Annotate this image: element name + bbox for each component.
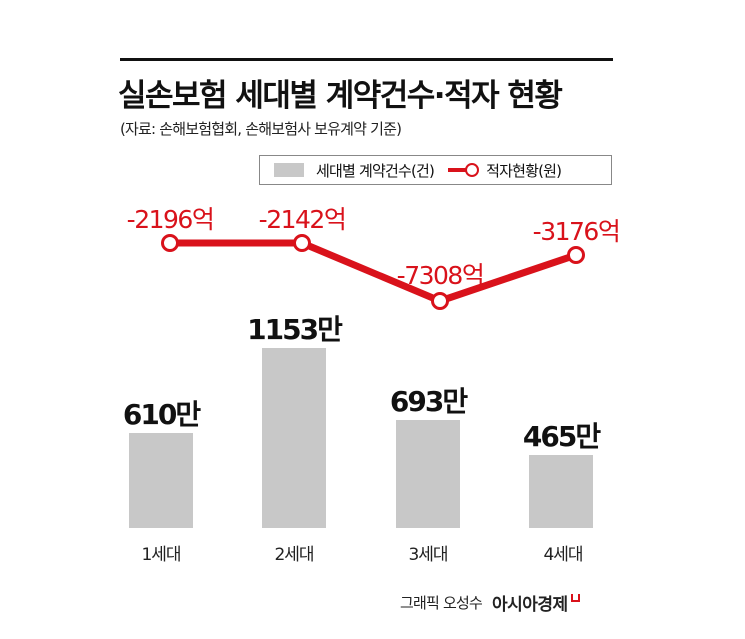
category-label: 1세대 <box>141 545 181 565</box>
category-label: 3세대 <box>408 545 448 565</box>
bar-value-label: 1153만 <box>247 313 343 346</box>
legend-line-label: 적자현황(원) <box>486 161 562 180</box>
legend: 세대별 계약건수(건) 적자현황(원) <box>259 155 612 185</box>
line-point-marker <box>431 292 449 310</box>
graphic-credit: 그래픽 오성수 <box>400 594 483 612</box>
category-label: 4세대 <box>543 545 583 565</box>
category-label: 2세대 <box>274 545 314 565</box>
line-value-label: -3176억 <box>532 217 621 246</box>
footer-credit: 그래픽 오성수 아시아경제 <box>400 590 580 615</box>
bar-swatch-icon <box>274 163 304 177</box>
title-rule <box>120 58 613 61</box>
line-point-marker <box>161 234 179 252</box>
bar-value-label: 693만 <box>389 385 468 418</box>
chart-subtitle: (자료: 손해보험협회, 손해보험사 보유계약 기준) <box>120 120 402 138</box>
line-marker-icon <box>448 163 480 177</box>
bar-2 <box>262 348 326 528</box>
bar-4 <box>529 455 593 528</box>
line-value-label: -2142억 <box>258 205 347 234</box>
chart-title: 실손보험 세대별 계약건수·적자 현황 <box>118 78 563 114</box>
line-value-label: -7308억 <box>396 261 485 290</box>
bar-3 <box>396 420 460 528</box>
line-point-marker <box>293 234 311 252</box>
brand-mark-icon <box>570 593 580 602</box>
legend-bar-label: 세대별 계약건수(건) <box>316 161 435 180</box>
line-value-label: -2196억 <box>126 205 215 234</box>
bar-value-label: 465만 <box>522 420 601 453</box>
bar-1 <box>129 433 193 528</box>
line-point-marker <box>567 246 585 264</box>
bar-value-label: 610만 <box>122 398 201 431</box>
brand-logo: 아시아경제 <box>491 595 568 615</box>
